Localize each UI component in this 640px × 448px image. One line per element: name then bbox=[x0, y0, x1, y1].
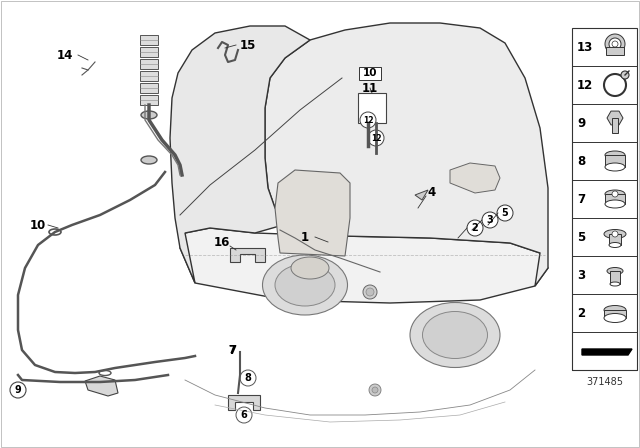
Text: 7: 7 bbox=[228, 344, 236, 357]
Polygon shape bbox=[180, 228, 548, 303]
Ellipse shape bbox=[605, 200, 625, 208]
Polygon shape bbox=[170, 26, 310, 283]
Circle shape bbox=[467, 220, 483, 236]
Bar bbox=[140, 71, 158, 81]
Text: 7: 7 bbox=[577, 193, 585, 206]
Text: 8: 8 bbox=[244, 373, 252, 383]
Polygon shape bbox=[582, 349, 632, 355]
Text: 10: 10 bbox=[30, 219, 46, 232]
Ellipse shape bbox=[262, 255, 348, 315]
Bar bbox=[572, 28, 637, 370]
Text: 10: 10 bbox=[363, 68, 377, 78]
Circle shape bbox=[609, 38, 621, 50]
Circle shape bbox=[612, 41, 618, 47]
Circle shape bbox=[236, 407, 252, 423]
Ellipse shape bbox=[604, 306, 626, 314]
Text: 9: 9 bbox=[15, 385, 21, 395]
Circle shape bbox=[369, 384, 381, 396]
Bar bbox=[140, 35, 158, 45]
Text: 2: 2 bbox=[577, 306, 585, 319]
Text: 5: 5 bbox=[502, 208, 508, 218]
Text: 3: 3 bbox=[577, 268, 585, 281]
Text: 2: 2 bbox=[472, 223, 478, 233]
Circle shape bbox=[612, 231, 618, 237]
Text: 12: 12 bbox=[577, 78, 593, 91]
Circle shape bbox=[366, 288, 374, 296]
Ellipse shape bbox=[604, 229, 626, 238]
Polygon shape bbox=[230, 248, 265, 262]
Text: 16: 16 bbox=[214, 236, 230, 249]
Ellipse shape bbox=[275, 264, 335, 306]
Ellipse shape bbox=[607, 267, 623, 275]
Ellipse shape bbox=[610, 282, 620, 286]
Text: 12: 12 bbox=[363, 116, 373, 125]
Bar bbox=[358, 93, 386, 123]
Circle shape bbox=[482, 212, 498, 228]
Circle shape bbox=[497, 205, 513, 221]
Text: 3: 3 bbox=[486, 215, 493, 225]
Ellipse shape bbox=[410, 302, 500, 367]
Circle shape bbox=[372, 387, 378, 393]
Text: 14: 14 bbox=[57, 48, 73, 61]
Text: 13: 13 bbox=[577, 40, 593, 53]
Polygon shape bbox=[85, 376, 118, 396]
Ellipse shape bbox=[605, 163, 625, 171]
Bar bbox=[605, 194, 625, 204]
Text: 371485: 371485 bbox=[586, 377, 623, 387]
Ellipse shape bbox=[604, 314, 626, 323]
Polygon shape bbox=[228, 395, 260, 410]
Ellipse shape bbox=[605, 151, 625, 159]
Text: 9: 9 bbox=[577, 116, 585, 129]
Bar bbox=[606, 47, 624, 55]
Bar bbox=[609, 234, 621, 245]
Circle shape bbox=[360, 112, 376, 128]
Text: 8: 8 bbox=[577, 155, 585, 168]
Text: 11: 11 bbox=[362, 82, 378, 95]
Circle shape bbox=[363, 285, 377, 299]
Bar bbox=[359, 66, 381, 79]
Text: 6: 6 bbox=[241, 410, 248, 420]
Ellipse shape bbox=[422, 311, 488, 358]
Ellipse shape bbox=[609, 242, 621, 247]
Circle shape bbox=[368, 130, 384, 146]
Text: 5: 5 bbox=[577, 231, 585, 244]
Text: 12: 12 bbox=[371, 134, 381, 142]
Circle shape bbox=[240, 370, 256, 386]
Polygon shape bbox=[265, 23, 548, 286]
Circle shape bbox=[605, 34, 625, 54]
Ellipse shape bbox=[141, 111, 157, 119]
Ellipse shape bbox=[605, 190, 625, 198]
Bar bbox=[140, 83, 158, 93]
Text: 4: 4 bbox=[428, 185, 436, 198]
Bar bbox=[605, 155, 625, 167]
Circle shape bbox=[621, 71, 629, 79]
Bar bbox=[604, 310, 626, 318]
Bar bbox=[140, 47, 158, 57]
Text: 1: 1 bbox=[301, 231, 309, 244]
Bar bbox=[140, 95, 158, 105]
Bar bbox=[610, 271, 620, 284]
Bar bbox=[612, 118, 618, 133]
Ellipse shape bbox=[141, 156, 157, 164]
Polygon shape bbox=[607, 111, 623, 125]
Bar bbox=[140, 59, 158, 69]
Polygon shape bbox=[450, 163, 500, 193]
Polygon shape bbox=[415, 190, 428, 200]
Polygon shape bbox=[275, 170, 350, 256]
Text: 15: 15 bbox=[240, 39, 256, 52]
Text: 7: 7 bbox=[228, 345, 236, 355]
Circle shape bbox=[612, 191, 618, 197]
Ellipse shape bbox=[291, 257, 329, 279]
Circle shape bbox=[10, 382, 26, 398]
